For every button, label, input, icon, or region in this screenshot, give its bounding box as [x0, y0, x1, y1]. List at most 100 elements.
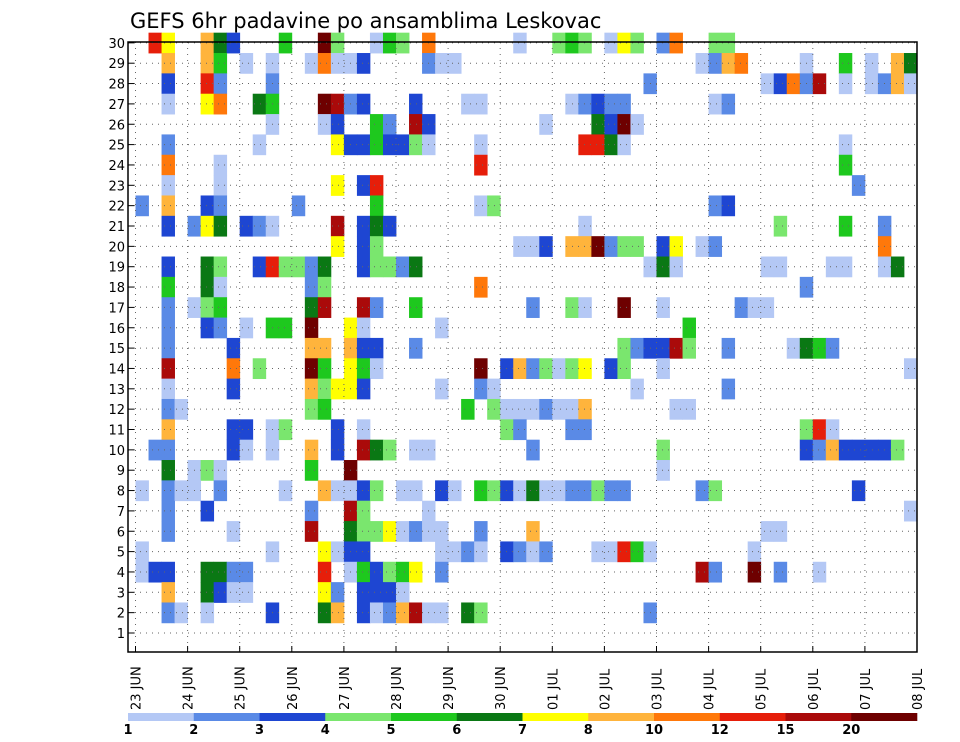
heatmap-cell — [239, 561, 254, 583]
heatmap-cell — [330, 419, 345, 441]
heatmap-cell — [317, 114, 332, 135]
heatmap-cell — [161, 256, 175, 278]
heatmap-cell — [903, 500, 918, 522]
heatmap-cell — [213, 276, 228, 298]
heatmap-cell — [396, 561, 410, 583]
y-tick-label: 7 — [117, 505, 125, 520]
x-tick-label: 01 JUL — [546, 668, 561, 710]
heatmap-cell — [435, 541, 449, 563]
heatmap-cell — [356, 561, 371, 583]
legend-swatch — [654, 713, 721, 721]
heatmap-cell — [578, 297, 592, 318]
heatmap-cell — [330, 236, 345, 257]
x-tick-label: 30 JUN — [494, 666, 509, 710]
heatmap-cell — [825, 419, 840, 441]
heatmap-cell — [513, 32, 527, 54]
heatmap-cell — [369, 521, 384, 542]
y-tick-label: 12 — [108, 403, 125, 418]
heatmap-cell — [760, 256, 775, 278]
heatmap-cell — [135, 480, 149, 502]
heatmap-cell — [304, 256, 319, 278]
heatmap-cell — [304, 439, 319, 461]
heatmap-cell — [708, 195, 723, 217]
heatmap-cell — [526, 297, 540, 318]
heatmap-cell — [356, 53, 371, 74]
heatmap-cell — [135, 561, 149, 583]
heatmap-cell — [200, 195, 215, 217]
heatmap-cell — [604, 93, 618, 115]
x-tick-label: 03 JUL — [651, 668, 666, 710]
heatmap-cell — [252, 256, 267, 278]
heatmap-cell — [317, 53, 332, 74]
y-tick-label: 19 — [108, 261, 125, 276]
heatmap-cell — [591, 541, 605, 563]
heatmap-cell — [838, 73, 853, 95]
heatmap-cell — [161, 276, 175, 298]
heatmap-cell — [630, 114, 644, 135]
heatmap-cell — [278, 256, 293, 278]
heatmap-cell — [200, 561, 215, 583]
heatmap-cell — [825, 337, 840, 359]
heatmap-cell — [526, 480, 540, 502]
heatmap-cell — [369, 32, 384, 54]
y-axis-ticks: 1234567891011121314151617181920212223242… — [108, 37, 134, 642]
y-tick-label: 10 — [108, 444, 125, 459]
heatmap-cell — [161, 134, 175, 156]
heatmap-cell — [226, 358, 241, 380]
heatmap-cell — [773, 256, 788, 278]
heatmap-cell — [369, 256, 384, 278]
heatmap-cell — [435, 561, 449, 583]
heatmap-cell — [161, 73, 175, 95]
heatmap-cell — [656, 32, 670, 54]
y-tick-label: 16 — [108, 322, 125, 337]
heatmap-cell — [396, 134, 410, 156]
heatmap-cell — [526, 521, 540, 542]
heatmap-cell — [474, 521, 488, 542]
heatmap-cell — [539, 114, 553, 135]
heatmap-cell — [409, 256, 423, 278]
x-tick-label: 05 JUL — [755, 668, 770, 710]
heatmap-cell — [604, 134, 618, 156]
heatmap-cell — [369, 358, 384, 380]
heatmap-cell — [213, 297, 228, 318]
heatmap-cell — [474, 154, 488, 176]
y-tick-label: 20 — [108, 240, 125, 255]
heatmap-cell — [148, 32, 162, 54]
heatmap-cell — [734, 53, 749, 74]
heatmap-cell — [838, 53, 853, 74]
heatmap-cell — [161, 398, 175, 420]
heatmap-cell — [812, 439, 827, 461]
heatmap-cell — [474, 93, 488, 115]
heatmap-cell — [330, 114, 345, 135]
heatmap-cell — [161, 93, 175, 115]
heatmap-cell — [200, 460, 215, 481]
heatmap-cell — [174, 480, 188, 502]
legend-swatch — [391, 713, 458, 721]
heatmap-cell — [890, 256, 905, 278]
heatmap-cell — [200, 73, 215, 95]
heatmap-cell — [617, 32, 631, 54]
heatmap-cell — [513, 480, 527, 502]
y-tick-label: 18 — [108, 281, 125, 296]
heatmap-cell — [226, 561, 241, 583]
heatmap-cell — [630, 378, 644, 400]
heatmap-cell — [369, 602, 384, 624]
heatmap-cell — [252, 93, 267, 115]
heatmap-cell — [396, 32, 410, 54]
x-tick-label: 06 JUL — [807, 668, 822, 710]
heatmap-cell — [213, 53, 228, 74]
heatmap-cell — [760, 73, 775, 95]
heatmap-cell — [617, 337, 631, 359]
heatmap-cell — [760, 521, 775, 542]
heatmap-cell — [356, 500, 371, 522]
heatmap-cell — [317, 582, 332, 603]
heatmap-cell — [526, 439, 540, 461]
heatmap-cell — [435, 602, 449, 624]
heatmap-cell — [617, 93, 631, 115]
heatmap-cell — [213, 215, 228, 237]
heatmap-cell — [526, 398, 540, 420]
heatmap-cell — [330, 175, 345, 196]
heatmap-cell — [539, 236, 553, 257]
heatmap-cell — [656, 439, 670, 461]
heatmap-cell — [812, 73, 827, 95]
